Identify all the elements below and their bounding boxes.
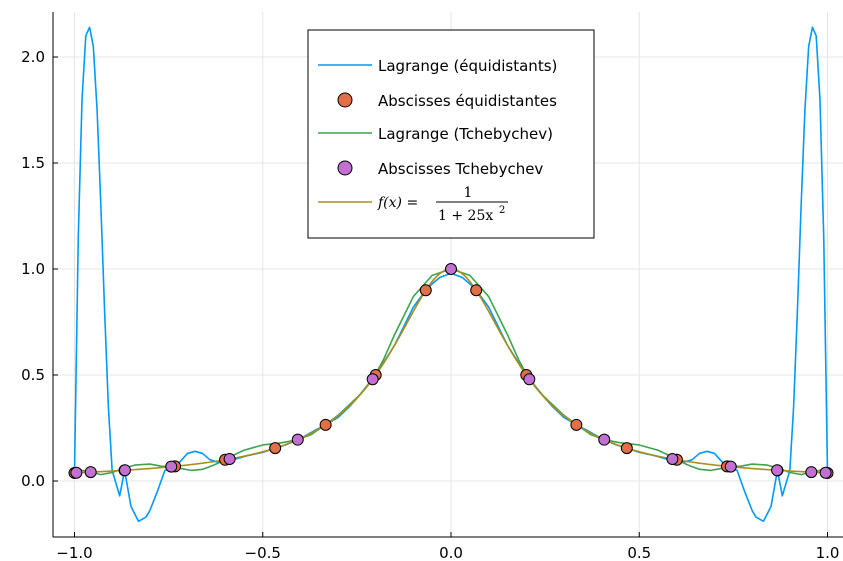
data-point-abscisses-equidistantes <box>319 418 332 431</box>
data-point-abscisses-tchebychev <box>84 466 97 479</box>
x-tick-label: 1.0 <box>816 544 840 561</box>
data-point-abscisses-tchebychev <box>724 460 737 473</box>
y-tick-label: 0.5 <box>21 366 45 384</box>
legend-formula-exponent: 2 <box>499 205 505 216</box>
data-point-abscisses-equidistantes <box>620 442 633 455</box>
legend-formula-numerator: 1 <box>464 185 473 201</box>
legend: Lagrange (équidistants) Abscisses équidi… <box>307 29 595 239</box>
data-point-abscisses-equidistantes <box>419 284 432 297</box>
data-point-abscisses-tchebychev <box>523 373 536 386</box>
data-point-abscisses-equidistantes <box>269 442 282 455</box>
x-tick-label: −1.0 <box>56 544 92 561</box>
legend-formula-denominator: 1 + 25x <box>438 208 493 224</box>
data-point-abscisses-equidistantes <box>470 284 483 297</box>
axes <box>52 12 843 538</box>
x-tick-label: 0.5 <box>627 544 651 561</box>
data-point-abscisses-equidistantes <box>570 418 583 431</box>
data-point-abscisses-tchebychev <box>819 466 832 479</box>
legend-label-abscisses-tchebychev: Abscisses Tchebychev <box>378 160 543 178</box>
legend-marker-abscisses-equidistantes <box>337 92 353 108</box>
data-point-abscisses-tchebychev <box>598 433 611 446</box>
tick-labels: −1.0 −0.5 0.0 0.5 1.0 0.0 0.5 1.0 1.5 2.0 <box>21 48 839 561</box>
data-point-abscisses-tchebychev <box>771 464 784 477</box>
data-point-abscisses-tchebychev <box>118 464 131 477</box>
y-tick-label: 1.5 <box>21 154 45 172</box>
legend-label-abscisses-equidistantes: Abscisses équidistantes <box>378 92 557 110</box>
data-point-abscisses-tchebychev <box>366 373 379 386</box>
legend-label-lagrange-tchebychev: Lagrange (Tchebychev) <box>378 125 553 143</box>
data-point-abscisses-tchebychev <box>223 452 236 465</box>
data-point-abscisses-tchebychev <box>805 466 818 479</box>
legend-marker-abscisses-tchebychev <box>337 160 353 176</box>
y-tick-label: 0.0 <box>21 472 45 490</box>
data-point-abscisses-tchebychev <box>666 452 679 465</box>
data-point-abscisses-tchebychev <box>445 263 457 275</box>
data-point-abscisses-tchebychev <box>291 433 304 446</box>
legend-formula-lhs: f(x) = <box>377 195 418 211</box>
y-tick-label: 1.0 <box>21 260 45 278</box>
data-point-abscisses-tchebychev <box>70 466 83 479</box>
legend-label-lagrange-equidistants: Lagrange (équidistants) <box>378 57 557 75</box>
data-point-abscisses-tchebychev <box>165 460 178 473</box>
x-tick-label: 0.0 <box>439 544 463 561</box>
plot-area <box>68 26 834 523</box>
x-tick-label: −0.5 <box>245 544 281 561</box>
y-tick-label: 2.0 <box>21 48 45 66</box>
